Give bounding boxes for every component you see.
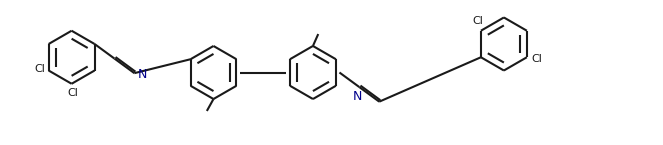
Text: N: N <box>138 68 147 81</box>
Text: Cl: Cl <box>68 88 78 98</box>
Text: Cl: Cl <box>34 64 45 74</box>
Text: N: N <box>353 90 362 103</box>
Text: Cl: Cl <box>532 54 542 64</box>
Text: Cl: Cl <box>473 16 484 26</box>
